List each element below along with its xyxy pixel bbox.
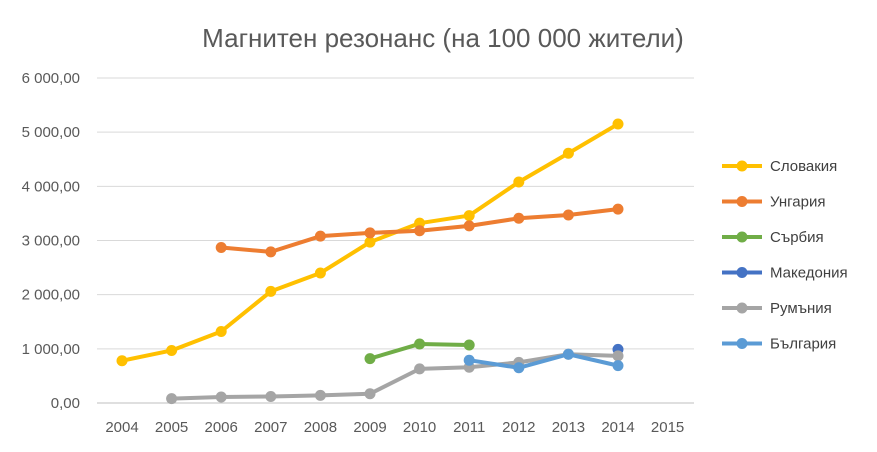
x-axis-ticks: 2004 2005 2006 2007 2008 2009 2010 2011 2012 2013… (105, 419, 684, 436)
data-point (215, 391, 227, 403)
x-tick-label: 2008 (304, 419, 337, 436)
x-tick-label: 2010 (403, 419, 436, 436)
x-tick-label: 2004 (105, 419, 138, 436)
data-point (265, 285, 277, 297)
legend-swatch-marker (736, 160, 748, 172)
data-point (265, 391, 277, 402)
data-point (414, 217, 426, 229)
x-tick-label: 2014 (601, 419, 634, 436)
legend-swatch-marker (736, 231, 748, 243)
data-point (612, 203, 624, 215)
data-point (364, 227, 376, 239)
y-tick-label: 2 000,00 (22, 287, 80, 304)
x-tick-label: 2012 (502, 419, 535, 436)
data-point (364, 353, 376, 365)
y-axis-ticks: 0,00 1 000,00 2 000,00 3 000,00 4 000,00 5 00… (22, 70, 80, 412)
data-point (166, 393, 178, 405)
y-tick-label: 1 000,00 (22, 341, 80, 358)
series-line (467, 352, 620, 370)
data-point (612, 118, 624, 130)
data-point (116, 355, 128, 367)
data-point (463, 220, 475, 232)
legend-swatch-marker (736, 196, 748, 207)
legend-label: България (770, 336, 836, 353)
legend-item: България (722, 336, 836, 353)
series-Унгария (215, 203, 624, 258)
data-point (463, 354, 475, 366)
legend-label: Сърбия (770, 229, 824, 246)
data-point (562, 147, 574, 159)
y-tick-label: 5 000,00 (22, 124, 80, 141)
y-tick-label: 0,00 (51, 395, 80, 412)
data-point (314, 267, 326, 279)
data-point (166, 344, 178, 356)
legend-item: Македония (722, 265, 848, 282)
data-point (314, 230, 326, 242)
y-tick-label: 4 000,00 (22, 178, 80, 195)
x-tick-label: 2013 (552, 419, 585, 436)
data-point (562, 209, 574, 221)
legend-swatch-marker (736, 302, 748, 314)
x-tick-label: 2009 (353, 419, 386, 436)
legend-item: Словакия (722, 158, 837, 175)
legend-label: Румъния (770, 300, 832, 317)
legend-swatch-marker (736, 338, 748, 349)
series-line (169, 352, 620, 401)
legend: Словакия Унгария Сърбия Македония Румъния Бъл… (722, 158, 848, 353)
x-tick-label: 2006 (205, 419, 238, 436)
series-България (463, 348, 624, 374)
data-point (562, 348, 574, 360)
data-point (215, 326, 227, 337)
data-point (612, 360, 624, 372)
legend-swatch-marker (736, 267, 748, 278)
data-point (364, 236, 376, 248)
x-tick-label: 2005 (155, 419, 188, 436)
y-tick-label: 6 000,00 (22, 70, 80, 87)
data-point (513, 212, 525, 224)
legend-item: Унгария (722, 194, 825, 211)
data-point (463, 339, 475, 351)
legend-label: Словакия (770, 158, 837, 175)
data-point (414, 338, 426, 350)
x-tick-label: 2007 (254, 419, 287, 436)
data-point (414, 363, 426, 375)
legend-label: Македония (770, 265, 848, 282)
legend-label: Унгария (770, 194, 825, 211)
x-tick-label: 2015 (651, 419, 684, 436)
chart-title: Магнитен резонанс (на 100 000 жители) (202, 23, 684, 53)
data-point (612, 350, 624, 362)
data-point (265, 246, 277, 258)
data-point (215, 242, 227, 254)
legend-item: Сърбия (722, 229, 824, 246)
data-point (364, 388, 376, 400)
data-point (314, 389, 326, 401)
series-Словакия (116, 118, 624, 367)
series-Сърбия (364, 338, 475, 365)
data-point (513, 362, 525, 374)
x-tick-label: 2011 (453, 419, 485, 436)
legend-item: Румъния (722, 300, 832, 317)
gridlines (97, 77, 694, 404)
data-point (513, 176, 525, 188)
data-point (463, 210, 475, 222)
data-point (414, 225, 426, 237)
y-tick-label: 3 000,00 (22, 233, 80, 250)
series-layer (116, 118, 624, 405)
